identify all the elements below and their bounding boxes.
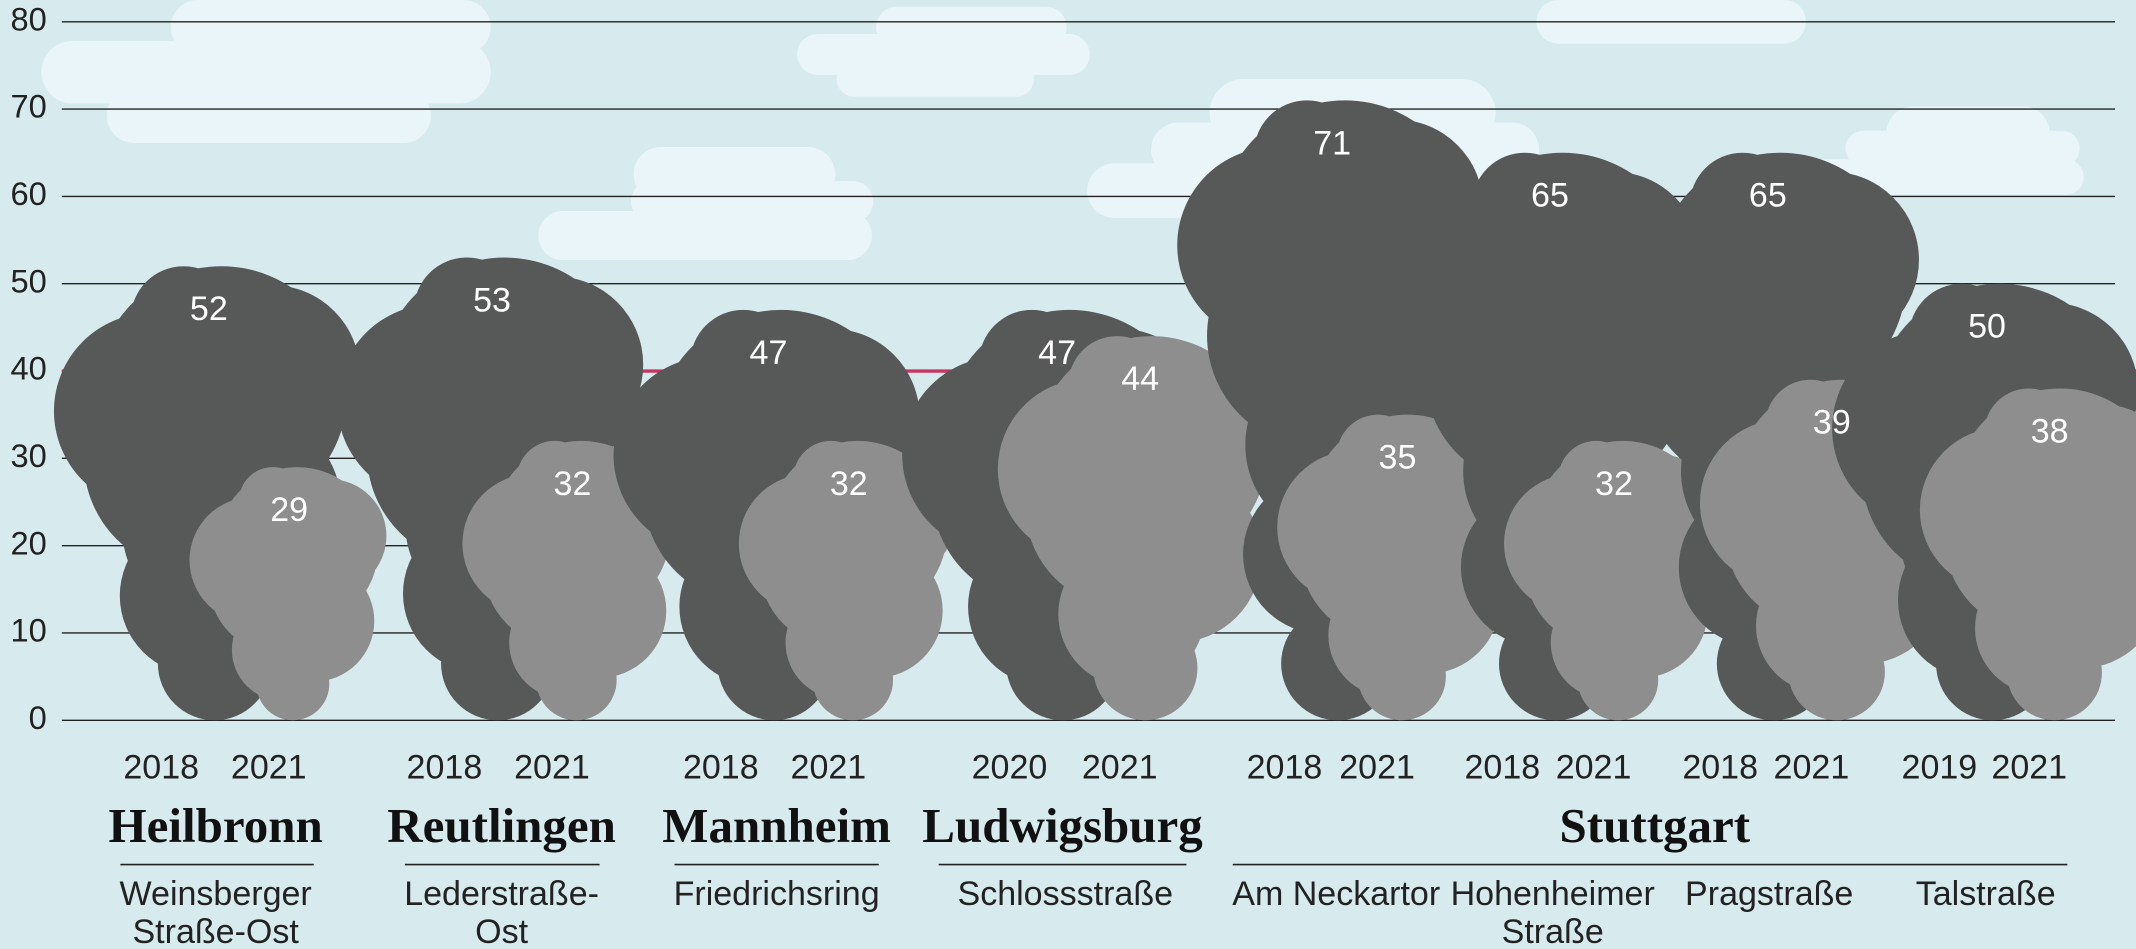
- y-tick-label: 50: [11, 262, 47, 299]
- year-label: 2018: [683, 748, 759, 786]
- year-label: 2018: [1247, 748, 1323, 786]
- value-label: 50: [1968, 308, 2006, 346]
- cloud-puff: [253, 560, 375, 682]
- y-tick-label: 0: [29, 699, 47, 736]
- value-label: 65: [1531, 177, 1569, 215]
- station-label: Pragstraße: [1685, 875, 1853, 913]
- value-label: 32: [830, 465, 868, 503]
- station-label: Schlossstraße: [958, 875, 1174, 913]
- year-label: 2018: [123, 748, 199, 786]
- station-label: Straße-Ost: [133, 913, 300, 949]
- year-label: 2021: [791, 748, 867, 786]
- y-tick-label: 40: [11, 350, 47, 387]
- value-label: 71: [1313, 124, 1351, 162]
- value-label: 38: [2031, 412, 2069, 450]
- cloud-puff: [809, 544, 943, 678]
- y-tick-label: 70: [11, 88, 47, 125]
- station-label: Friedrichsring: [674, 875, 880, 913]
- city-label: Mannheim: [662, 798, 891, 853]
- station-label: Weinsberger: [120, 875, 312, 913]
- value-label: 47: [750, 334, 788, 372]
- year-label: 2021: [514, 748, 590, 786]
- y-tick-label: 80: [11, 0, 47, 37]
- value-label: 35: [1379, 439, 1417, 477]
- year-label: 2021: [1774, 748, 1850, 786]
- y-tick-label: 60: [11, 175, 47, 212]
- year-label: 2021: [1082, 748, 1158, 786]
- y-tick-label: 10: [11, 612, 47, 649]
- page: {"chart_data": { "type": "bar", "ylim": …: [0, 0, 2136, 949]
- station-label: Straße: [1502, 913, 1604, 949]
- value-label: 29: [270, 491, 308, 529]
- city-label: Reutlingen: [387, 798, 616, 853]
- value-label: 32: [553, 465, 591, 503]
- year-label: 2020: [972, 748, 1048, 786]
- cloud-puff: [532, 544, 666, 678]
- value-label: 65: [1749, 177, 1787, 215]
- value-label: 39: [1813, 404, 1851, 442]
- station-label: Talstraße: [1916, 875, 2056, 913]
- year-label: 2021: [1556, 748, 1632, 786]
- city-label: Stuttgart: [1560, 798, 1751, 853]
- value-label: 52: [190, 290, 228, 328]
- y-tick-label: 30: [11, 437, 47, 474]
- value-label: 47: [1038, 334, 1076, 372]
- chart: 01020304050607080HeilbronnWeinsbergerStr…: [0, 0, 2136, 949]
- value-label: 44: [1121, 360, 1159, 398]
- city-label: Ludwigsburg: [922, 798, 1203, 853]
- station-label: Hohenheimer: [1451, 875, 1655, 913]
- year-label: 2021: [1339, 748, 1415, 786]
- year-label: 2021: [1991, 748, 2067, 786]
- year-label: 2021: [231, 748, 307, 786]
- city-label: Heilbronn: [109, 798, 323, 853]
- station-label: Lederstraße-: [404, 875, 599, 913]
- year-label: 2019: [1902, 748, 1978, 786]
- station-label: Ost: [475, 913, 528, 949]
- cloud-puff: [1088, 469, 1262, 643]
- y-tick-label: 20: [11, 524, 47, 561]
- value-label: 32: [1595, 465, 1633, 503]
- station-label: Am Neckartor: [1232, 875, 1440, 913]
- year-label: 2018: [1682, 748, 1758, 786]
- value-label: 53: [473, 281, 511, 319]
- year-label: 2018: [1464, 748, 1540, 786]
- year-label: 2018: [407, 748, 483, 786]
